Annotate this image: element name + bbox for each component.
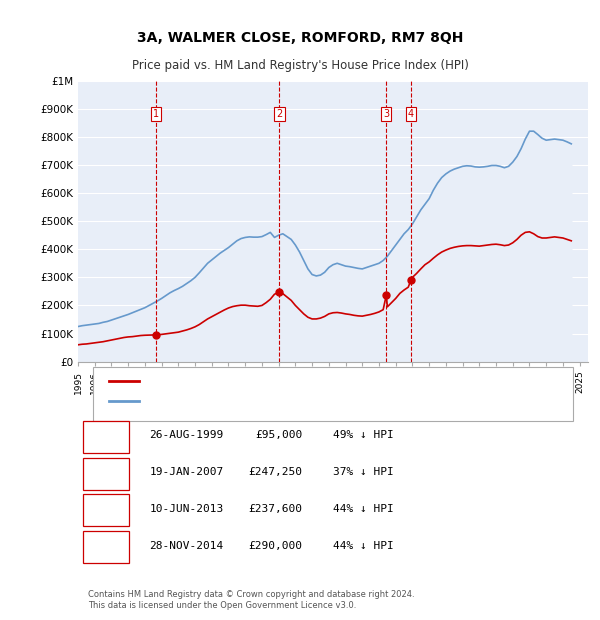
Text: HPI: Average price, detached house, Havering: HPI: Average price, detached house, Have… [149, 396, 374, 406]
Text: 1: 1 [152, 109, 159, 119]
Text: 3A, WALMER CLOSE, ROMFORD, RM7 8QH (detached house): 3A, WALMER CLOSE, ROMFORD, RM7 8QH (deta… [149, 376, 444, 386]
Text: Contains HM Land Registry data © Crown copyright and database right 2024.
This d: Contains HM Land Registry data © Crown c… [88, 590, 415, 610]
Text: Price paid vs. HM Land Registry's House Price Index (HPI): Price paid vs. HM Land Registry's House … [131, 59, 469, 72]
Text: 4: 4 [408, 109, 414, 119]
Text: 2: 2 [102, 467, 110, 477]
Text: 19-JAN-2007: 19-JAN-2007 [149, 467, 224, 477]
Text: £290,000: £290,000 [248, 541, 302, 551]
Text: 3: 3 [383, 109, 389, 119]
FancyBboxPatch shape [83, 495, 129, 526]
Text: 44% ↓ HPI: 44% ↓ HPI [333, 504, 394, 514]
Text: £247,250: £247,250 [248, 467, 302, 477]
Text: 49% ↓ HPI: 49% ↓ HPI [333, 430, 394, 440]
Text: 2: 2 [277, 109, 283, 119]
Text: 1: 1 [102, 430, 110, 440]
Text: £237,600: £237,600 [248, 504, 302, 514]
Text: 4: 4 [102, 541, 110, 551]
Text: 3: 3 [102, 504, 110, 514]
Text: 10-JUN-2013: 10-JUN-2013 [149, 504, 224, 514]
Text: 28-NOV-2014: 28-NOV-2014 [149, 541, 224, 551]
Text: 3A, WALMER CLOSE, ROMFORD, RM7 8QH: 3A, WALMER CLOSE, ROMFORD, RM7 8QH [137, 31, 463, 45]
Text: 37% ↓ HPI: 37% ↓ HPI [333, 467, 394, 477]
Text: 44% ↓ HPI: 44% ↓ HPI [333, 541, 394, 551]
FancyBboxPatch shape [83, 421, 129, 453]
Text: 26-AUG-1999: 26-AUG-1999 [149, 430, 224, 440]
FancyBboxPatch shape [83, 531, 129, 564]
Text: £95,000: £95,000 [255, 430, 302, 440]
FancyBboxPatch shape [83, 458, 129, 490]
FancyBboxPatch shape [94, 366, 573, 421]
